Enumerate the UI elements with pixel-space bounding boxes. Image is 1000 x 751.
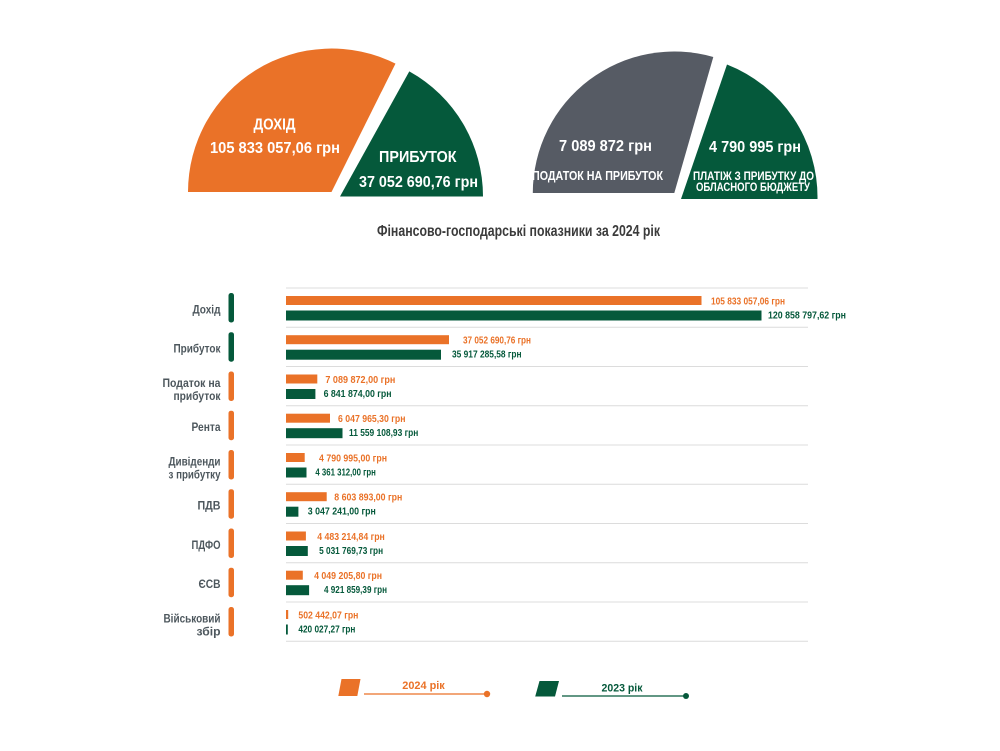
- svg-text:ОБЛАСНОГО БЮДЖЕТУ: ОБЛАСНОГО БЮДЖЕТУ: [696, 182, 811, 194]
- svg-text:7 089 872 грн: 7 089 872 грн: [559, 138, 652, 155]
- svg-text:4 483 214,84 грн: 4 483 214,84 грн: [317, 532, 385, 543]
- svg-text:6 047 965,30 грн: 6 047 965,30 грн: [338, 414, 406, 425]
- svg-text:105 833 057,06 грн: 105 833 057,06 грн: [711, 296, 785, 307]
- svg-text:4 790 995,00 грн: 4 790 995,00 грн: [319, 453, 387, 464]
- svg-text:8 603 893,00 грн: 8 603 893,00 грн: [334, 493, 402, 504]
- svg-text:502 442,07 грн: 502 442,07 грн: [298, 610, 358, 621]
- svg-text:Рента: Рента: [192, 420, 221, 434]
- svg-text:37 052 690,76 грн: 37 052 690,76 грн: [463, 336, 531, 347]
- svg-text:35 917 285,58 грн: 35 917 285,58 грн: [452, 350, 522, 361]
- svg-text:ПДВ: ПДВ: [198, 499, 221, 513]
- svg-text:4 921 859,39 грн: 4 921 859,39 грн: [324, 585, 387, 596]
- svg-text:ПДФО: ПДФО: [192, 538, 221, 552]
- svg-text:5 031 769,73 грн: 5 031 769,73 грн: [319, 546, 383, 557]
- svg-text:Дивіденди: Дивіденди: [169, 454, 221, 468]
- svg-text:ЄСВ: ЄСВ: [199, 577, 221, 591]
- svg-text:ПОДАТОК НА ПРИБУТОК: ПОДАТОК НА ПРИБУТОК: [532, 168, 663, 183]
- svg-text:Фінансово-господарські показни: Фінансово-господарські показники за 2024…: [377, 223, 660, 240]
- svg-text:37 052 690,76 грн: 37 052 690,76 грн: [359, 174, 478, 191]
- svg-text:Військовий: Військовий: [164, 611, 221, 625]
- svg-text:105 833 057,06 грн: 105 833 057,06 грн: [210, 140, 340, 157]
- svg-text:2023 рік: 2023 рік: [602, 683, 644, 695]
- svg-text:7 089 872,00 грн: 7 089 872,00 грн: [325, 375, 395, 386]
- svg-text:11 559 108,93 грн: 11 559 108,93 грн: [349, 428, 418, 439]
- svg-text:Податок на: Податок на: [163, 376, 221, 390]
- svg-text:6 841 874,00 грн: 6 841 874,00 грн: [324, 389, 392, 400]
- svg-text:4 361 312,00 грн: 4 361 312,00 грн: [315, 467, 376, 478]
- svg-text:3 047 241,00 грн: 3 047 241,00 грн: [308, 507, 376, 518]
- svg-text:2024 рік: 2024 рік: [402, 680, 445, 692]
- svg-text:прибуток: прибуток: [174, 389, 222, 403]
- svg-text:ПРИБУТОК: ПРИБУТОК: [379, 149, 457, 166]
- svg-text:4 790 995 грн: 4 790 995 грн: [709, 139, 801, 156]
- svg-text:ДОХІД: ДОХІД: [254, 117, 297, 134]
- svg-text:ПЛАТІЖ З ПРИБУТКУ ДО: ПЛАТІЖ З ПРИБУТКУ ДО: [693, 171, 814, 183]
- svg-text:з прибутку: з прибутку: [169, 467, 221, 481]
- svg-text:Дохід: Дохід: [193, 303, 221, 317]
- svg-text:Прибуток: Прибуток: [174, 342, 222, 356]
- svg-text:420 027,27 грн: 420 027,27 грн: [298, 624, 355, 635]
- svg-text:збір: збір: [197, 624, 221, 638]
- svg-text:4 049 205,80 грн: 4 049 205,80 грн: [314, 571, 382, 582]
- svg-text:120 858 797,62 грн: 120 858 797,62 грн: [768, 310, 846, 321]
